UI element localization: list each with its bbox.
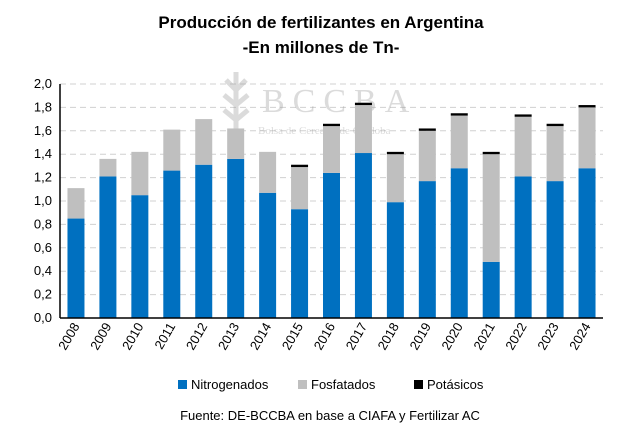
bar-fosfatados-2014 [259, 151, 277, 193]
bar-fosfatados-2020 [450, 115, 468, 169]
x-tick-label: 2013 [215, 320, 242, 353]
y-tick-label: 1,4 [34, 146, 52, 161]
legend-swatch-potásicos [414, 380, 423, 389]
bar-potásicos-2023 [546, 123, 564, 127]
bar-fosfatados-2018 [386, 154, 404, 203]
bar-fosfatados-2017 [354, 105, 372, 154]
x-tick-label: 2015 [279, 320, 306, 353]
x-tick-label: 2024 [566, 320, 593, 353]
bar-potásicos-2015 [291, 164, 309, 168]
y-tick-label: 0,8 [34, 216, 52, 231]
legend-swatch-fosfatados [298, 380, 307, 389]
x-tick-label: 2009 [87, 320, 114, 353]
bar-nitrogenados-2015 [291, 209, 309, 318]
bar-potásicos-2022 [514, 114, 532, 117]
x-tick-label: 2019 [406, 320, 433, 353]
bar-nitrogenados-2024 [578, 168, 596, 318]
x-tick-label: 2014 [247, 320, 274, 353]
bar-fosfatados-2011 [163, 129, 181, 171]
x-tick-label: 2011 [151, 320, 178, 352]
x-tick-label: 2008 [55, 320, 82, 353]
source-note: Fuente: DE-BCCBA en base a CIAFA y Ferti… [180, 408, 480, 423]
bar-nitrogenados-2021 [482, 261, 500, 318]
x-tick-label: 2010 [119, 320, 146, 353]
bar-fosfatados-2019 [418, 130, 436, 182]
y-tick-label: 1,2 [34, 170, 52, 185]
bar-nitrogenados-2019 [418, 181, 436, 318]
x-tick-label: 2017 [343, 320, 370, 353]
bar-nitrogenados-2009 [99, 176, 117, 318]
bar-nitrogenados-2013 [227, 158, 245, 318]
bar-nitrogenados-2010 [131, 195, 149, 318]
bar-fosfatados-2010 [131, 151, 149, 196]
bar-fosfatados-2023 [546, 126, 564, 182]
bar-nitrogenados-2017 [354, 153, 372, 318]
y-tick-label: 0,2 [34, 287, 52, 302]
bar-nitrogenados-2022 [514, 176, 532, 318]
bar-potásicos-2016 [323, 123, 340, 127]
bar-potásicos-2017 [354, 102, 372, 106]
legend-swatch-nitrogenados [178, 380, 187, 389]
bar-fosfatados-2009 [99, 158, 117, 177]
x-axis-ticks: 2008 2009 2010 2011 2012 2013 2014 2015 2016 2017… [55, 320, 594, 353]
chart-subtitle: -En millones de Tn- [243, 38, 400, 57]
bar-nitrogenados-2018 [386, 202, 404, 318]
bar-fosfatados-2013 [227, 128, 245, 159]
bar-nitrogenados-2020 [450, 168, 468, 318]
legend-label: Nitrogenados [191, 377, 269, 392]
x-tick-label: 2012 [183, 320, 210, 353]
y-axis-ticks: 0,0 0,2 0,4 0,6 0,8 1,0 1,2 1,4 1,6 1,8 2,0 [34, 76, 52, 325]
y-tick-label: 1,8 [34, 99, 52, 114]
bar-potásicos-2018 [386, 151, 404, 155]
bar-fosfatados-2015 [291, 167, 309, 210]
bar-nitrogenados-2023 [546, 181, 564, 318]
bar-fosfatados-2016 [323, 126, 340, 173]
bar-potásicos-2021 [482, 151, 500, 155]
legend-label: Fosfatados [311, 377, 376, 392]
y-tick-label: 1,0 [34, 193, 52, 208]
bar-nitrogenados-2011 [163, 170, 181, 318]
y-tick-label: 0,6 [34, 240, 52, 255]
y-tick-label: 2,0 [34, 76, 52, 91]
y-tick-label: 1,6 [34, 123, 52, 138]
bar-nitrogenados-2016 [323, 172, 340, 318]
bccba-watermark-logo: BCCBA Bolsa de Cereales de Córdoba [222, 72, 417, 140]
y-tick-label: 0,4 [34, 263, 52, 278]
y-tick-label: 0,0 [34, 310, 52, 325]
legend-label: Potásicos [427, 377, 484, 392]
x-tick-label: 2018 [375, 320, 402, 353]
legend: Nitrogenados Fosfatados Potásicos [178, 377, 484, 392]
bar-fosfatados-2021 [482, 154, 500, 262]
bar-nitrogenados-2012 [195, 164, 213, 318]
bar-potásicos-2020 [450, 113, 468, 116]
bar-nitrogenados-2014 [259, 192, 277, 318]
x-tick-label: 2023 [534, 320, 561, 353]
bar-potásicos-2024 [578, 105, 596, 108]
x-tick-label: 2020 [438, 320, 465, 353]
bar-fosfatados-2008 [67, 188, 85, 219]
bar-potásicos-2019 [418, 128, 436, 131]
x-tick-label: 2016 [311, 320, 338, 353]
bar-fosfatados-2024 [578, 107, 596, 169]
bar-fosfatados-2022 [514, 116, 532, 177]
x-tick-label: 2022 [502, 320, 529, 353]
bar-fosfatados-2012 [195, 119, 213, 165]
x-tick-label: 2021 [470, 320, 497, 353]
bar-nitrogenados-2008 [67, 218, 85, 318]
svg-text:BCCBA: BCCBA [262, 83, 417, 120]
chart-title: Producción de fertilizantes en Argentina [158, 13, 484, 32]
bars [67, 102, 596, 318]
